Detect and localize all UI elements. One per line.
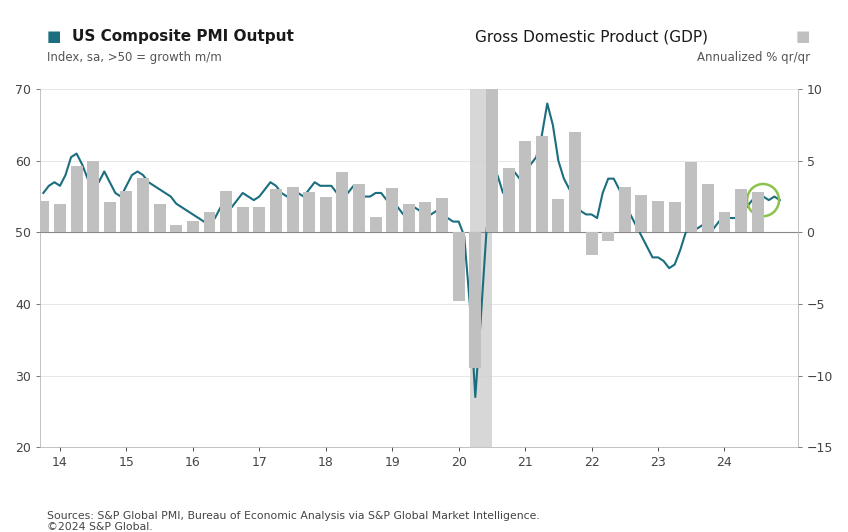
Bar [54, 204, 66, 232]
Bar [702, 184, 714, 232]
Bar [436, 198, 448, 232]
Text: US Composite PMI Output: US Composite PMI Output [72, 29, 294, 44]
Bar [536, 136, 548, 232]
Text: Index, sa, >50 = growth m/m: Index, sa, >50 = growth m/m [47, 51, 221, 63]
Bar [469, 232, 482, 368]
Bar [37, 201, 49, 232]
Bar [287, 187, 298, 232]
Bar [652, 201, 664, 232]
Bar [70, 167, 82, 232]
Bar [669, 202, 681, 232]
Bar [353, 184, 365, 232]
Bar [153, 204, 165, 232]
Bar [619, 187, 631, 232]
Bar [270, 189, 282, 232]
Bar [420, 202, 432, 232]
Bar [685, 162, 697, 232]
Bar [718, 212, 730, 232]
Bar [370, 217, 382, 232]
Bar [204, 212, 215, 232]
Bar [470, 89, 492, 447]
Text: Gross Domestic Product (GDP): Gross Domestic Product (GDP) [475, 29, 708, 44]
Bar [320, 196, 332, 232]
Bar [635, 195, 647, 232]
Bar [87, 161, 99, 232]
Bar [386, 188, 399, 232]
Bar [503, 168, 515, 232]
Bar [337, 172, 349, 232]
Bar [602, 232, 614, 241]
Bar [569, 132, 581, 232]
Bar [751, 192, 764, 232]
Bar [403, 204, 415, 232]
Bar [586, 232, 598, 255]
Bar [120, 191, 132, 232]
Bar [735, 189, 747, 232]
Bar [137, 178, 149, 232]
Text: Sources: S&P Global PMI, Bureau of Economic Analysis via S&P Global Market Intel: Sources: S&P Global PMI, Bureau of Econo… [47, 511, 539, 532]
Text: ■: ■ [47, 29, 61, 44]
Text: ■: ■ [795, 29, 810, 44]
Bar [187, 221, 198, 232]
Bar [486, 0, 498, 232]
Bar [170, 225, 182, 232]
Bar [237, 206, 248, 232]
Bar [220, 191, 232, 232]
Text: Annualized % qr/qr: Annualized % qr/qr [697, 51, 810, 63]
Bar [103, 202, 116, 232]
Bar [552, 200, 565, 232]
Bar [453, 232, 465, 301]
Bar [519, 140, 531, 232]
Bar [254, 206, 265, 232]
Bar [304, 192, 315, 232]
